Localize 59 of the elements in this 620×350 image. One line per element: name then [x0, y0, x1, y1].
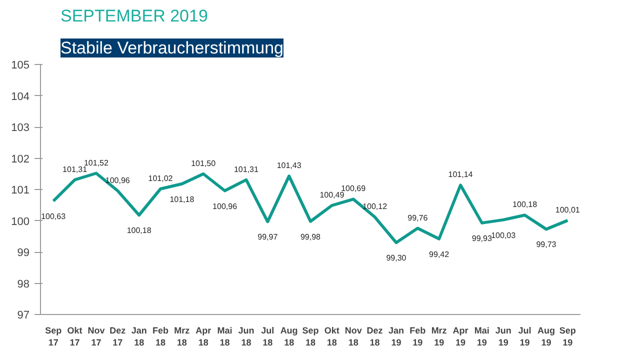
x-tick-label: Mrz 18	[174, 326, 190, 348]
y-tick-label: 103	[11, 122, 30, 134]
y-tick-label: 97	[17, 310, 30, 322]
data-label: 100,18	[126, 226, 152, 236]
y-tick-label: 105	[11, 60, 30, 72]
data-label: 99,42	[429, 250, 450, 259]
data-label: 99,93	[472, 234, 492, 243]
data-label: 100,01	[555, 205, 580, 214]
data-label: 100,12	[362, 202, 388, 211]
x-tick-label: Feb 18	[152, 326, 170, 348]
y-tick-label: 98	[17, 278, 30, 290]
x-tick-label: Jun 18	[238, 326, 254, 348]
data-label: 100,63	[41, 212, 66, 222]
x-tick-label: Dez 17	[110, 326, 126, 348]
x-tick-label: Feb 19	[410, 326, 426, 348]
data-label: 99,73	[536, 240, 557, 250]
x-tick-label: Mai 18	[217, 326, 232, 348]
data-label: 101,50	[191, 158, 216, 168]
x-tick-label: Sep 17	[45, 326, 62, 348]
x-tick-label: Aug 19	[537, 326, 555, 348]
data-label: 99,97	[258, 232, 278, 242]
y-tick-label: 100	[11, 216, 30, 228]
chart-subtitle: SEPTEMBER 2019	[60, 6, 208, 26]
y-tick-label: 104	[11, 90, 30, 103]
data-label: 101,18	[170, 194, 195, 204]
data-label: 101,52	[84, 158, 109, 168]
y-tick-label: 102	[11, 153, 30, 166]
x-tick-label: Jun 19	[495, 326, 512, 348]
data-label: 100,96	[105, 176, 130, 185]
x-tick-label: Okt 18	[324, 326, 340, 348]
data-label: 100,96	[212, 202, 238, 211]
data-label: 101,31	[234, 164, 259, 174]
x-tick-label: Mai 19	[474, 326, 490, 348]
data-label: 99,98	[300, 232, 322, 242]
data-label: 101,14	[448, 170, 474, 180]
x-tick-label: Jan 18	[131, 326, 147, 348]
x-tick-label: Sep 18	[302, 326, 320, 348]
data-label: 101,31	[62, 164, 88, 174]
x-tick-label: Jan 19	[388, 326, 404, 348]
x-tick-label: Sep 19	[559, 326, 576, 348]
data-label: 100,18	[512, 200, 538, 210]
data-label: 101,43	[276, 161, 302, 170]
x-tick-label: Apr 19	[452, 326, 469, 348]
data-label: 101,02	[148, 174, 174, 183]
data-label: 99,76	[408, 213, 428, 222]
y-tick-label: 101	[11, 184, 30, 196]
x-tick-label: Nov 17	[88, 326, 105, 348]
chart-title: Stabile Verbraucherstimmung	[60, 38, 284, 58]
x-tick-label: Aug 18	[280, 326, 298, 348]
data-label: 100,03	[491, 230, 516, 240]
x-tick-label: Mrz 19	[431, 326, 448, 348]
x-tick-label: Jul 18	[261, 326, 274, 348]
x-tick-label: Nov 18	[344, 326, 362, 348]
data-label: 99,30	[386, 254, 407, 263]
y-tick-label: 99	[17, 247, 30, 259]
x-tick-label: Apr 18	[196, 326, 212, 348]
x-tick-label: Okt 17	[67, 326, 82, 348]
x-tick-label: Dez 18	[366, 326, 384, 348]
x-tick-label: Jul 19	[518, 326, 532, 348]
